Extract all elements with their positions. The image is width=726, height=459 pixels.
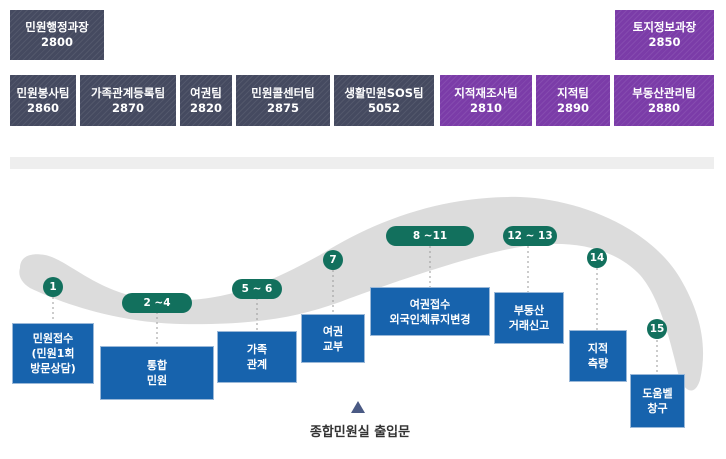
team-name: 부동산관리팀 <box>632 85 696 100</box>
window-label: (민원1회 <box>31 347 75 360</box>
team-name: 생활민원SOS팀 <box>344 85 424 100</box>
entrance-arrow-icon <box>351 401 365 413</box>
window-box: 지적 측량 <box>569 330 627 382</box>
team-ext: 2875 <box>266 100 299 115</box>
team-ext: 2870 <box>111 100 144 115</box>
team-tile: 민원콜센터팀 2875 <box>236 75 330 126</box>
window-label: 교부 <box>322 339 344 353</box>
team-name: 민원봉사팀 <box>16 85 70 100</box>
window-label: 외국인체류지변경 <box>389 312 471 326</box>
team-name: 지적재조사팀 <box>454 85 518 100</box>
window-box: 여권접수 외국인체류지변경 <box>370 287 490 336</box>
window-label: 여권 <box>322 324 344 338</box>
window-label: 민원 <box>146 374 168 387</box>
team-tile: 지적팀 2890 <box>536 75 610 126</box>
entrance-label: 종합민원실 출입문 <box>309 425 411 440</box>
window-box: 민원접수 (민원1회 방문상담) <box>12 323 94 384</box>
window-label: 가족 <box>246 343 268 356</box>
dept-land-info-head: 토지정보과장 2850 <box>615 10 714 60</box>
window-number-badge: 14 <box>587 248 607 268</box>
dept-ext: 2800 <box>40 35 73 49</box>
window-number-badge: 12 ~ 13 <box>503 226 557 246</box>
window-label: 여권접수 <box>409 297 451 311</box>
team-ext: 2880 <box>647 100 680 115</box>
team-name: 민원콜센터팀 <box>251 85 315 100</box>
team-tile: 여권팀 2820 <box>180 75 232 126</box>
team-name: 가족관계등록팀 <box>90 85 166 100</box>
window-label: 도움벨 <box>642 387 673 400</box>
team-tile: 민원봉사팀 2860 <box>10 75 76 126</box>
team-ext: 2810 <box>469 100 502 115</box>
window-label: 민원접수 <box>32 332 74 345</box>
window-label: 부동산 <box>513 304 545 317</box>
window-label: 통합 <box>146 359 168 372</box>
team-ext: 5052 <box>367 100 400 115</box>
dept-civil-admin-head: 민원행정과장 2800 <box>10 10 104 60</box>
window-label: 거래신고 <box>508 319 550 332</box>
window-box: 가족 관계 <box>217 331 297 383</box>
team-tile: 부동산관리팀 2880 <box>614 75 714 126</box>
team-ext: 2820 <box>189 100 222 115</box>
window-number-badge: 2 ~4 <box>122 293 192 313</box>
team-name: 여권팀 <box>190 85 222 100</box>
dept-ext: 2850 <box>648 35 681 49</box>
window-label: 관계 <box>246 358 268 371</box>
window-box: 통합 민원 <box>100 346 214 400</box>
team-tile: 가족관계등록팀 2870 <box>80 75 176 126</box>
team-ext: 2860 <box>26 100 59 115</box>
team-tile: 지적재조사팀 2810 <box>440 75 532 126</box>
window-number-badge: 1 <box>43 277 63 297</box>
window-label: 창구 <box>647 402 668 415</box>
window-box: 여권 교부 <box>301 314 365 363</box>
dept-name: 토지정보과장 <box>632 20 697 34</box>
dept-name: 민원행정과장 <box>25 20 89 34</box>
team-name: 지적팀 <box>557 85 589 100</box>
guide-lines <box>52 246 658 374</box>
window-box: 부동산 거래신고 <box>494 292 564 344</box>
window-number-badge: 5 ~ 6 <box>232 279 282 299</box>
window-number-badge: 7 <box>323 250 343 270</box>
team-tile: 생활민원SOS팀 5052 <box>334 75 434 126</box>
window-label: 측량 <box>587 357 609 370</box>
section-divider <box>10 157 714 169</box>
window-box: 도움벨 창구 <box>630 374 685 428</box>
window-label: 지적 <box>587 342 609 355</box>
window-label: 방문상담) <box>30 362 76 375</box>
counter-road-band <box>19 196 704 391</box>
team-ext: 2890 <box>556 100 589 115</box>
window-number-badge: 8 ~11 <box>386 226 474 246</box>
window-number-badge: 15 <box>647 319 667 339</box>
